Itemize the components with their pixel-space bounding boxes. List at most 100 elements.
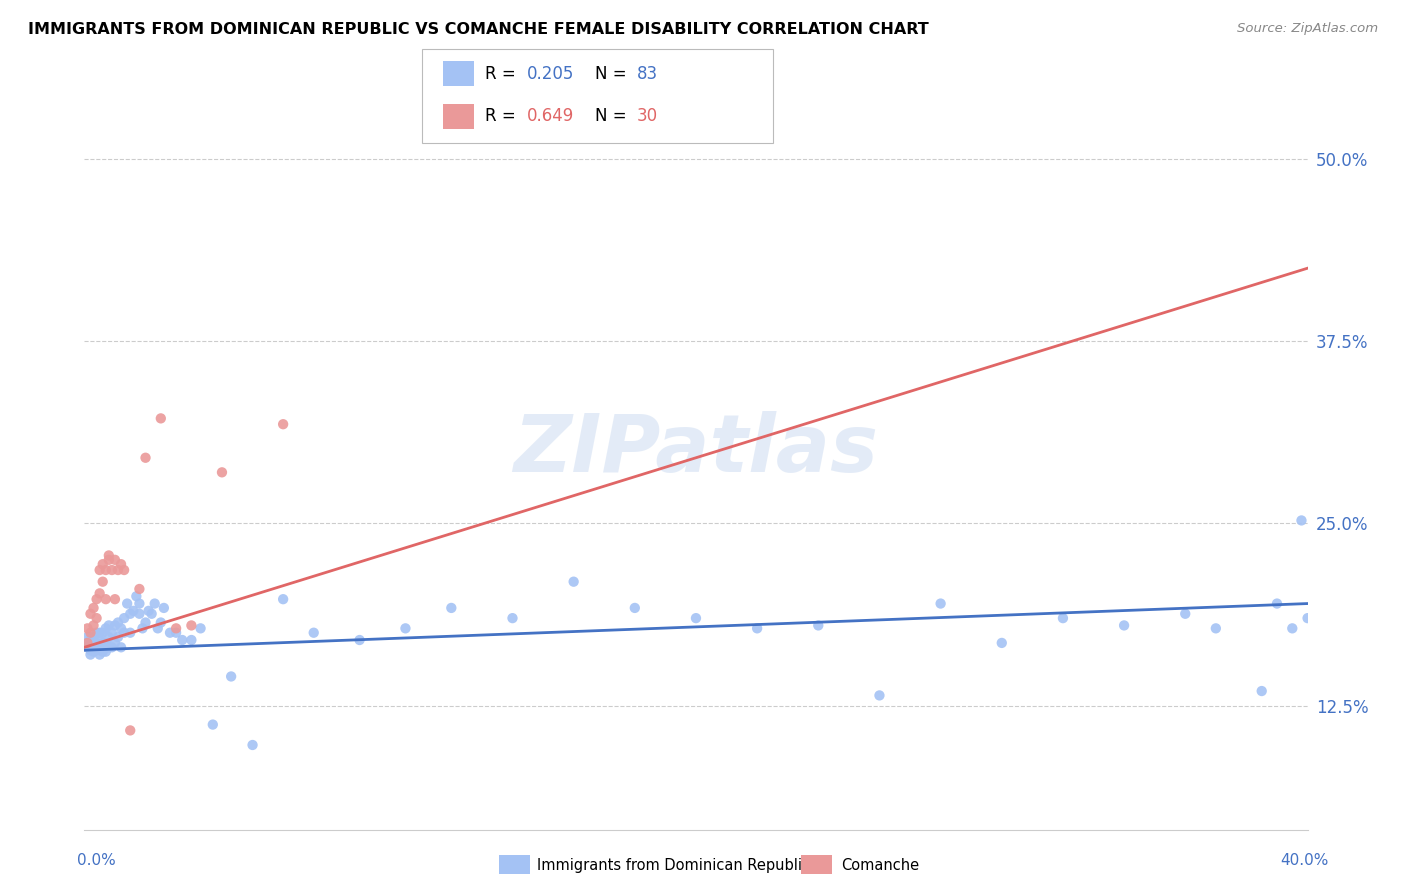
Point [110, 557, 132, 572]
Point [135, 615, 157, 630]
Point [120, 607, 142, 621]
Point [120, 723, 142, 738]
Point [89, 563, 111, 577]
Point [83, 601, 105, 615]
Point [107, 615, 129, 630]
Point [104, 553, 127, 567]
Point [104, 636, 127, 650]
Point [128, 607, 150, 621]
Point [76, 636, 98, 650]
Point [86, 643, 108, 657]
Point [624, 601, 647, 615]
Point [79, 630, 101, 644]
Point [201, 717, 224, 731]
Point [440, 601, 463, 615]
Text: ZIPatlas: ZIPatlas [513, 411, 879, 490]
Point [807, 618, 830, 632]
Point [83, 630, 105, 644]
Point [94, 636, 117, 650]
Point [131, 621, 153, 635]
Point [1174, 607, 1197, 621]
Point [502, 611, 524, 625]
Point [79, 643, 101, 657]
Point [97, 630, 120, 644]
Point [149, 615, 172, 630]
Point [349, 633, 371, 648]
Point [76, 630, 98, 644]
Point [112, 625, 135, 640]
Point [219, 669, 242, 683]
Point [104, 618, 127, 632]
Point [101, 640, 124, 655]
Point [146, 621, 169, 635]
Point [172, 633, 194, 648]
Point [271, 592, 294, 607]
Point [562, 574, 585, 589]
Point [135, 450, 157, 465]
Point [122, 604, 145, 618]
Point [991, 636, 1014, 650]
Point [91, 636, 114, 650]
Point [110, 640, 132, 655]
Point [1281, 621, 1303, 635]
Point [1296, 611, 1319, 625]
Text: 30: 30 [637, 107, 658, 125]
Text: 83: 83 [637, 65, 658, 83]
Point [747, 621, 769, 635]
Point [91, 557, 114, 572]
Point [394, 621, 416, 635]
Point [101, 625, 124, 640]
Point [89, 586, 111, 600]
Point [94, 645, 117, 659]
Point [685, 611, 707, 625]
Text: Source: ZipAtlas.com: Source: ZipAtlas.com [1237, 22, 1378, 36]
Text: R =: R = [485, 65, 522, 83]
Text: 40.0%: 40.0% [1281, 854, 1329, 868]
Point [89, 648, 111, 662]
Point [76, 640, 98, 655]
Point [97, 553, 120, 567]
Text: N =: N = [595, 107, 631, 125]
Point [83, 645, 105, 659]
Point [149, 411, 172, 425]
Point [138, 604, 160, 618]
Point [159, 625, 181, 640]
Point [112, 563, 135, 577]
Point [83, 640, 105, 655]
Point [91, 645, 114, 659]
Point [101, 563, 124, 577]
Point [94, 563, 117, 577]
Point [165, 621, 187, 635]
Point [128, 582, 150, 596]
Point [1250, 684, 1272, 698]
Point [1052, 611, 1074, 625]
Text: 0.205: 0.205 [527, 65, 575, 83]
Point [97, 549, 120, 563]
Point [112, 611, 135, 625]
Point [120, 625, 142, 640]
Point [89, 625, 111, 640]
Point [165, 625, 187, 640]
Point [869, 689, 891, 703]
Point [76, 636, 98, 650]
Text: N =: N = [595, 65, 631, 83]
Point [86, 592, 108, 607]
Point [76, 621, 98, 635]
Point [110, 621, 132, 635]
Point [79, 625, 101, 640]
Point [153, 601, 176, 615]
Point [128, 597, 150, 611]
Text: R =: R = [485, 107, 522, 125]
Point [1265, 597, 1288, 611]
Point [86, 611, 108, 625]
Point [180, 633, 202, 648]
Point [141, 607, 163, 621]
Point [79, 607, 101, 621]
Point [79, 636, 101, 650]
Point [143, 597, 166, 611]
Point [929, 597, 952, 611]
Point [89, 640, 111, 655]
Point [86, 636, 108, 650]
Point [180, 618, 202, 632]
Point [242, 738, 264, 752]
